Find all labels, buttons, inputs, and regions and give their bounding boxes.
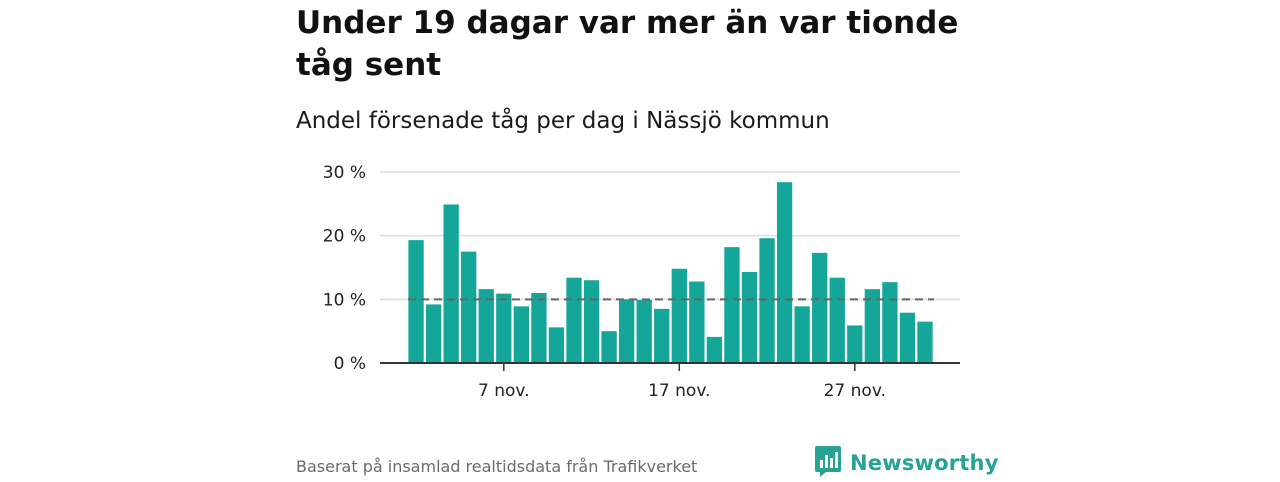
bar (619, 299, 635, 363)
bar (654, 308, 670, 363)
bar (829, 277, 845, 363)
bar (461, 251, 477, 363)
chart-title: Under 19 dagar var mer än var tionde tåg… (296, 5, 959, 83)
bar (425, 304, 442, 363)
bar (847, 325, 863, 363)
bar (899, 312, 916, 363)
bar (496, 293, 512, 363)
bar (776, 182, 793, 363)
bar (671, 268, 687, 363)
bar (917, 321, 933, 363)
bar (724, 247, 740, 363)
bar-chart: 0 % 10 % 20 % 30 % 7 nov. 17 nov. 27 nov. (323, 163, 960, 401)
bar-chart-speech-bubble-icon (814, 445, 842, 482)
y-tick-label: 30 % (323, 163, 366, 183)
x-tick-label: 7 nov. (478, 381, 530, 401)
bar (759, 238, 775, 363)
chart-subtitle: Andel försenade tåg per dag i Nässjö kom… (296, 108, 830, 134)
bar (812, 252, 828, 363)
axes: 0 % 10 % 20 % 30 % 7 nov. 17 nov. 27 nov. (323, 163, 960, 401)
bar (706, 336, 723, 363)
y-tick-label: 20 % (323, 227, 366, 247)
bar (601, 331, 617, 363)
bar (408, 240, 424, 363)
x-tick-label: 27 nov. (824, 381, 886, 401)
x-tick-label: 17 nov. (648, 381, 710, 401)
bar (794, 306, 810, 363)
bar (882, 282, 898, 363)
bar (636, 299, 652, 363)
bar (531, 292, 547, 363)
source-note: Baserat på insamlad realtidsdata från Tr… (296, 457, 698, 476)
y-tick-label: 0 % (334, 354, 366, 374)
bar (478, 289, 494, 363)
brand-name: Newsworthy (850, 451, 999, 475)
bar (566, 277, 582, 363)
bar (741, 271, 758, 363)
bar (443, 204, 459, 363)
y-tick-label: 10 % (323, 290, 366, 310)
bar (513, 306, 529, 363)
bar-series (408, 182, 933, 363)
brand-logo[interactable]: Newsworthy (814, 445, 999, 482)
bar (583, 280, 600, 363)
bar (548, 327, 565, 363)
bar (864, 289, 880, 363)
bar (689, 281, 705, 363)
